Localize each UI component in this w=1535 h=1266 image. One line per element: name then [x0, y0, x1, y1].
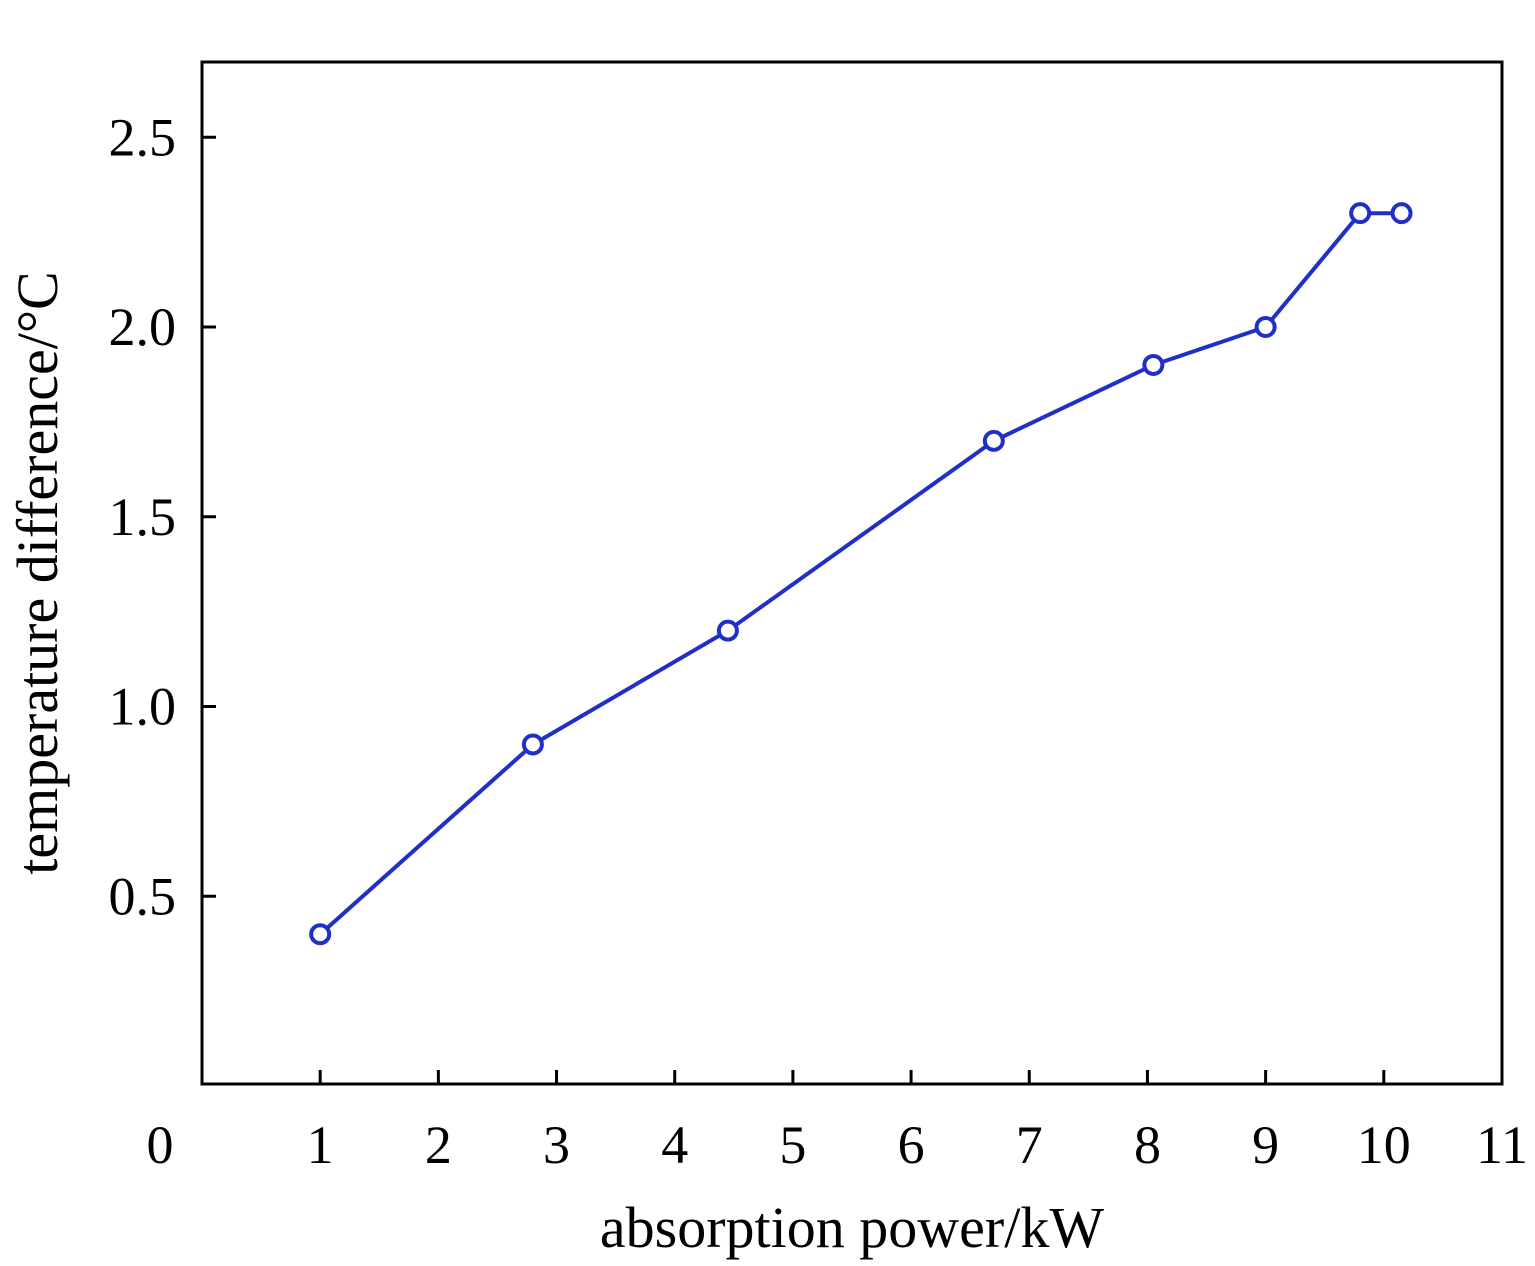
x-axis-label: absorption power/kW: [600, 1195, 1104, 1260]
data-point: [309, 923, 332, 946]
y-axis-ticks: 0.5 1.0 1.5 2.0 2.5: [109, 107, 216, 926]
data-point: [1142, 353, 1165, 376]
x-tick-label: 6: [898, 1115, 925, 1175]
x-tick-label: 8: [1134, 1115, 1161, 1175]
data-point: [1390, 202, 1413, 225]
y-tick-label: 2.5: [109, 107, 177, 167]
data-point: [716, 619, 739, 642]
x-axis-ticks: 0 1 2 3 4 5 6 7 8 9 10 11: [147, 1070, 1528, 1175]
x-tick-label: 10: [1357, 1115, 1411, 1175]
x-tick-label: 7: [1016, 1115, 1043, 1175]
y-tick-label: 1.5: [109, 487, 177, 547]
data-point: [521, 733, 544, 756]
x-tick-label: 0: [147, 1115, 174, 1175]
plot-frame: [200, 60, 1504, 1086]
x-tick-label: 11: [1476, 1115, 1528, 1175]
series-layer: [309, 202, 1413, 946]
x-tick-label: 1: [307, 1115, 334, 1175]
x-tick-label: 9: [1252, 1115, 1279, 1175]
x-tick-label: 5: [779, 1115, 806, 1175]
x-tick-label: 4: [661, 1115, 688, 1175]
y-axis-label: temperature difference/°C: [5, 271, 70, 874]
y-tick-label: 0.5: [109, 866, 177, 926]
x-tick-label: 2: [425, 1115, 452, 1175]
y-tick-label: 2.0: [109, 297, 177, 357]
y-tick-label: 1.0: [109, 677, 177, 737]
data-point: [1254, 316, 1277, 338]
data-point: [1349, 202, 1372, 225]
x-tick-label: 3: [543, 1115, 570, 1175]
data-point: [982, 429, 1005, 452]
series-line: [318, 211, 1402, 936]
